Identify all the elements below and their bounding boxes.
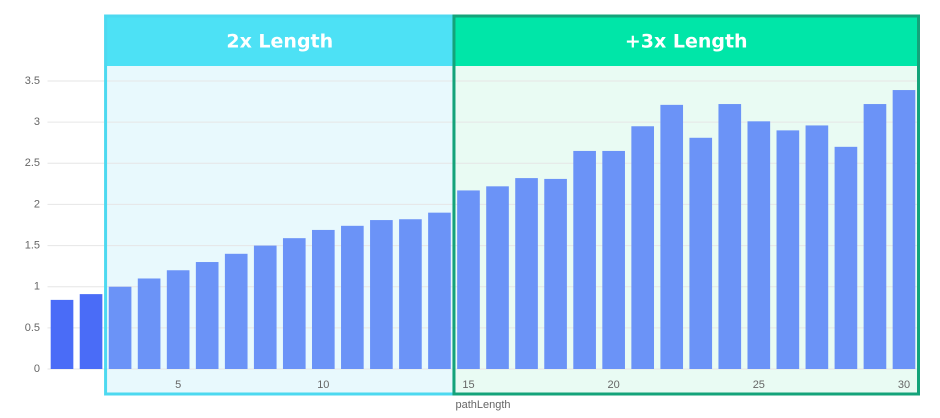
x-tick-label: 25 [753,379,765,391]
bar [195,262,219,369]
bar [370,220,393,369]
bar [776,130,800,369]
bar [79,294,103,369]
bar [892,90,916,370]
x-tick-label: 30 [898,379,910,391]
region-header [105,16,454,66]
region-label: 2x Length [226,31,333,53]
y-tick-label: 1 [34,281,40,293]
bar [50,299,74,369]
bar [311,229,335,369]
bar [282,238,306,369]
bar [399,219,422,369]
bar [341,225,364,369]
region-fill [105,66,454,394]
bar [108,286,132,369]
bar [834,146,858,369]
y-tick-label: 2.5 [25,157,40,169]
bar [747,121,771,369]
bar [166,270,190,369]
bar [573,150,596,369]
bar [486,186,509,369]
bar [428,212,451,369]
x-tick-label: 20 [608,379,620,391]
bar [805,125,829,369]
region-label: +3x Length [625,31,748,53]
bar [253,245,277,369]
bar [631,126,655,369]
y-tick-label: 3.5 [25,75,40,87]
y-tick-label: 2 [34,198,40,210]
region-border [452,14,920,396]
bar [863,104,887,369]
bar [602,150,625,369]
bar [660,104,684,369]
bar [224,253,248,369]
x-axis-title: pathLength [455,399,510,411]
bar [718,104,742,369]
region-header [453,16,919,66]
y-tick-label: 3 [34,116,40,128]
y-tick-label: 1.5 [25,239,40,251]
x-tick-label: 15 [462,379,474,391]
bar [544,178,567,369]
x-tick-label: 10 [317,379,329,391]
y-tick-label: 0 [34,363,40,375]
bar [457,190,480,369]
y-tick-label: 0.5 [25,322,40,334]
x-tick-label: 5 [175,379,181,391]
bar [137,278,161,369]
bar [689,137,713,369]
bar [515,178,538,369]
